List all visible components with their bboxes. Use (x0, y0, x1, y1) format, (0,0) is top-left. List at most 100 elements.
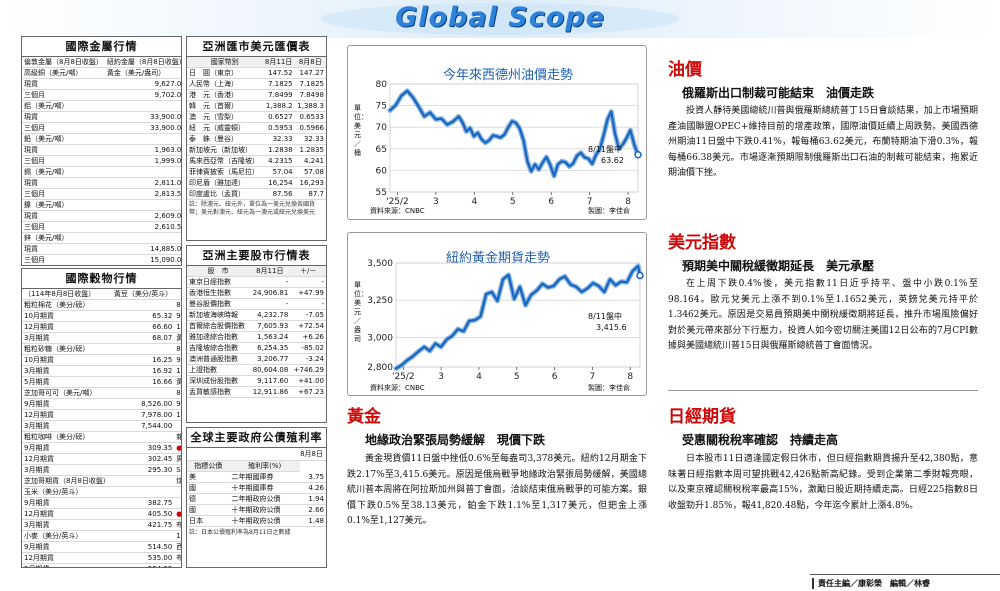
table-row: 上證指數 80,604.08 +746.29 (187, 364, 326, 376)
table-row: 德二年期政府公債 1.94 (187, 493, 326, 505)
table-cell: 7.8499 (262, 89, 295, 101)
table-cell: ●橡膠（8月11日收盤） (174, 442, 181, 454)
oil-source: 資料來源：CNBC (370, 207, 425, 215)
y-tick-label: 60 (376, 166, 388, 176)
x-tick-label: 6 (552, 372, 558, 382)
table-cell: 2.66 (299, 504, 326, 516)
table-cell: 1,388.2 (262, 100, 295, 112)
table-cell: 國 (187, 482, 230, 494)
plot-area (389, 83, 639, 193)
table-cell: 鎳（美元/噸） (22, 199, 105, 211)
table-cell: 9月期貨 (22, 442, 112, 454)
table-cell: 16,254 (262, 177, 295, 189)
page-title: Global Scope (395, 2, 605, 33)
table-header-row: 股 市 8月11日 ＋/－ (187, 266, 326, 277)
table-cell: 12月期貨 (22, 508, 112, 520)
oil-maker: 製圖：李佳俞 (588, 207, 630, 215)
y-tick-label: 75 (376, 102, 387, 112)
table-row: 菲律賓披索（馬尼拉） 57.04 57.08 (187, 166, 326, 178)
asia-stock-table: 股 市 8月11日 ＋/－ 東京日經指數 - - 香港恒生指數 24,906.81 +47.99… (187, 266, 326, 398)
table-cell: +41.00 (290, 375, 326, 387)
table-cell: 澳洲普通股指數 (187, 353, 250, 365)
table-cell: 16.25 (111, 354, 175, 366)
table-cell: 西德州 (174, 541, 181, 553)
table-cell (111, 299, 175, 311)
oil-subheading: 俄羅斯出口制裁可能結束 油價走跌 (682, 86, 875, 100)
table-cell (111, 475, 175, 487)
table-cell: 3.75 (299, 471, 326, 483)
table-cell: -3.24 (290, 353, 326, 365)
gold-body: 黃金現貨價11日盤中挫低0.6%至每盎司3,378美元。紐約12月期金下跌2.1… (347, 454, 647, 526)
table-cell: - (290, 298, 326, 310)
table-row: 小麥（美分/英斗） 158.98公升 (22, 530, 181, 542)
oil-body: 投資人靜待美國總統川普與俄羅斯總統普丁15日會談結果，加上市場預期產油國聯盟OP… (668, 106, 978, 178)
grains-title: 國際穀物行情 (22, 269, 181, 289)
table-cell: 印度盧比（孟買） (187, 188, 263, 200)
table-cell: 2,610.50 (104, 221, 181, 233)
asia-stock-title: 亞洲主要股市行情表 (187, 246, 326, 266)
table-cell: 3月期貨 (22, 464, 112, 476)
table-cell: 二年期政府公債 (229, 493, 300, 505)
column-header: 8月11日 (249, 266, 291, 277)
column-header: 8月11日 (262, 57, 295, 68)
table-cell: 0.6527 (262, 111, 295, 123)
table-row: 粗粒砂糖（美分/磅）8月期貨273.40 (22, 343, 181, 355)
table-cell: -85.02 (290, 342, 326, 354)
table-header-row: 指標公債 殖利率(%) (187, 461, 326, 472)
table-cell: 馬來西亞（美分/公斤） (174, 453, 181, 465)
table-cell: 87.56 (262, 188, 295, 200)
table-row: 港 元（香港） 7.8499 7.8498 (187, 89, 326, 101)
table-cell: 人民幣（上海） (187, 78, 263, 90)
table-cell: +47.99 (290, 287, 326, 299)
table-cell: 鋁（美元/噸） (22, 100, 105, 112)
table-cell: 15,090.00 (104, 254, 181, 265)
table-cell: 9,627.00 (104, 78, 181, 90)
usd-subheading: 預期美中關稅緩徵期延長 美元承壓 (682, 259, 875, 273)
table-cell: 十年期國庫券 (229, 482, 300, 494)
table-cell: 國 (187, 504, 230, 516)
usd-heading: 美元指數 (668, 233, 736, 253)
table-row: （114年8月8日收盤） 黃豆（美分/英斗） (22, 289, 181, 300)
table-cell: 8,526.00 (111, 398, 175, 410)
table-cell: 高級銅（美元/噸） (22, 67, 105, 79)
table-cell (104, 133, 181, 145)
table-cell: 8月期貨 (174, 387, 181, 399)
table-cell: 2,813.50 (104, 188, 181, 200)
table-cell: 三個月 (22, 89, 105, 101)
x-tick-label: 3 (438, 372, 444, 382)
table-row: 人民幣（上海） 7.1825 7.1825 (187, 78, 326, 90)
table-cell: - (290, 276, 326, 288)
table-cell: 16.66 (111, 376, 175, 388)
gold-article: 黃金 地緣政治緊張局勢緩解 現價下跌 黃金現貨價11日盤中挫低0.6%至每盎司3… (347, 402, 647, 530)
table-row: 香港恒生指數 24,906.81 +47.99 (187, 287, 326, 299)
table-cell: 32.33 (262, 133, 295, 145)
table-row: 粗粒棉花（美分/磅）8月期貨966.75 (22, 299, 181, 311)
table-cell (174, 289, 181, 300)
table-row: 9月期貨 382.75 (22, 497, 181, 509)
banner: Global Scope (0, 0, 1000, 38)
table-cell: 7.1825 (294, 78, 326, 90)
table-cell: 6,254.35 (249, 342, 291, 354)
x-tick-label: 7 (590, 372, 596, 382)
table-cell: 3月期貨 (22, 519, 112, 531)
table-cell (111, 431, 175, 443)
bond-table: 指標公債 殖利率(%) 美二年期國庫券 3.75 國十年期國庫券 4.26 德二年期政府公債… (187, 461, 326, 527)
table-row: 美二年期國庫券 3.75 (187, 471, 326, 483)
gold-y-label: 單位：美元／盎司 (354, 281, 368, 343)
table-cell: 三個月 (22, 155, 105, 167)
table-cell: 421.75 (111, 519, 175, 531)
table-cell: 煤炭價格（西雅圖） (174, 475, 181, 487)
series-line (388, 89, 640, 178)
last-point (634, 151, 642, 159)
column-header: 8月8日 (294, 57, 326, 68)
gold-heading: 黃金 (347, 407, 381, 427)
table-cell: 87.7 (294, 188, 326, 200)
table-cell (104, 166, 181, 178)
table-cell: 日 圓（東京） (187, 67, 263, 79)
oil-annotation: 8/11盤中 (588, 145, 622, 154)
